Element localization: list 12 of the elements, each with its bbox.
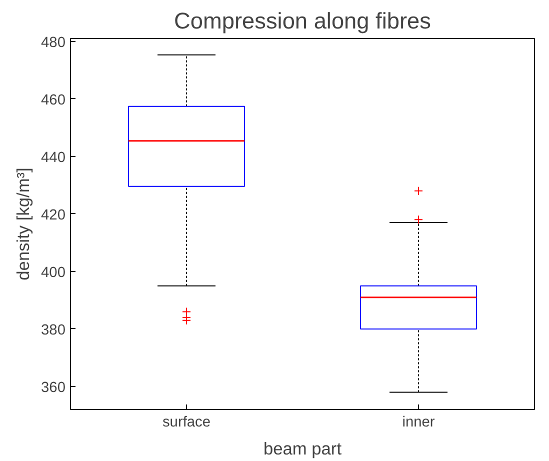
y-axis-title: density [kg/m³] [13, 168, 34, 280]
y-tick-label: 360 [41, 380, 66, 396]
chart-title: Compression along fibres [174, 8, 431, 34]
y-tick-label: 420 [41, 207, 66, 224]
x-axis-title: beam part [263, 438, 342, 458]
y-tick-label: 380 [41, 322, 66, 338]
y-tick-label: 460 [41, 92, 66, 108]
x-tick-label: inner [402, 414, 435, 430]
y-tick-label: 440 [41, 150, 66, 166]
x-tick-label: surface [162, 414, 211, 430]
y-tick-label: 400 [41, 264, 66, 281]
y-tick-label: 480 [41, 34, 66, 51]
